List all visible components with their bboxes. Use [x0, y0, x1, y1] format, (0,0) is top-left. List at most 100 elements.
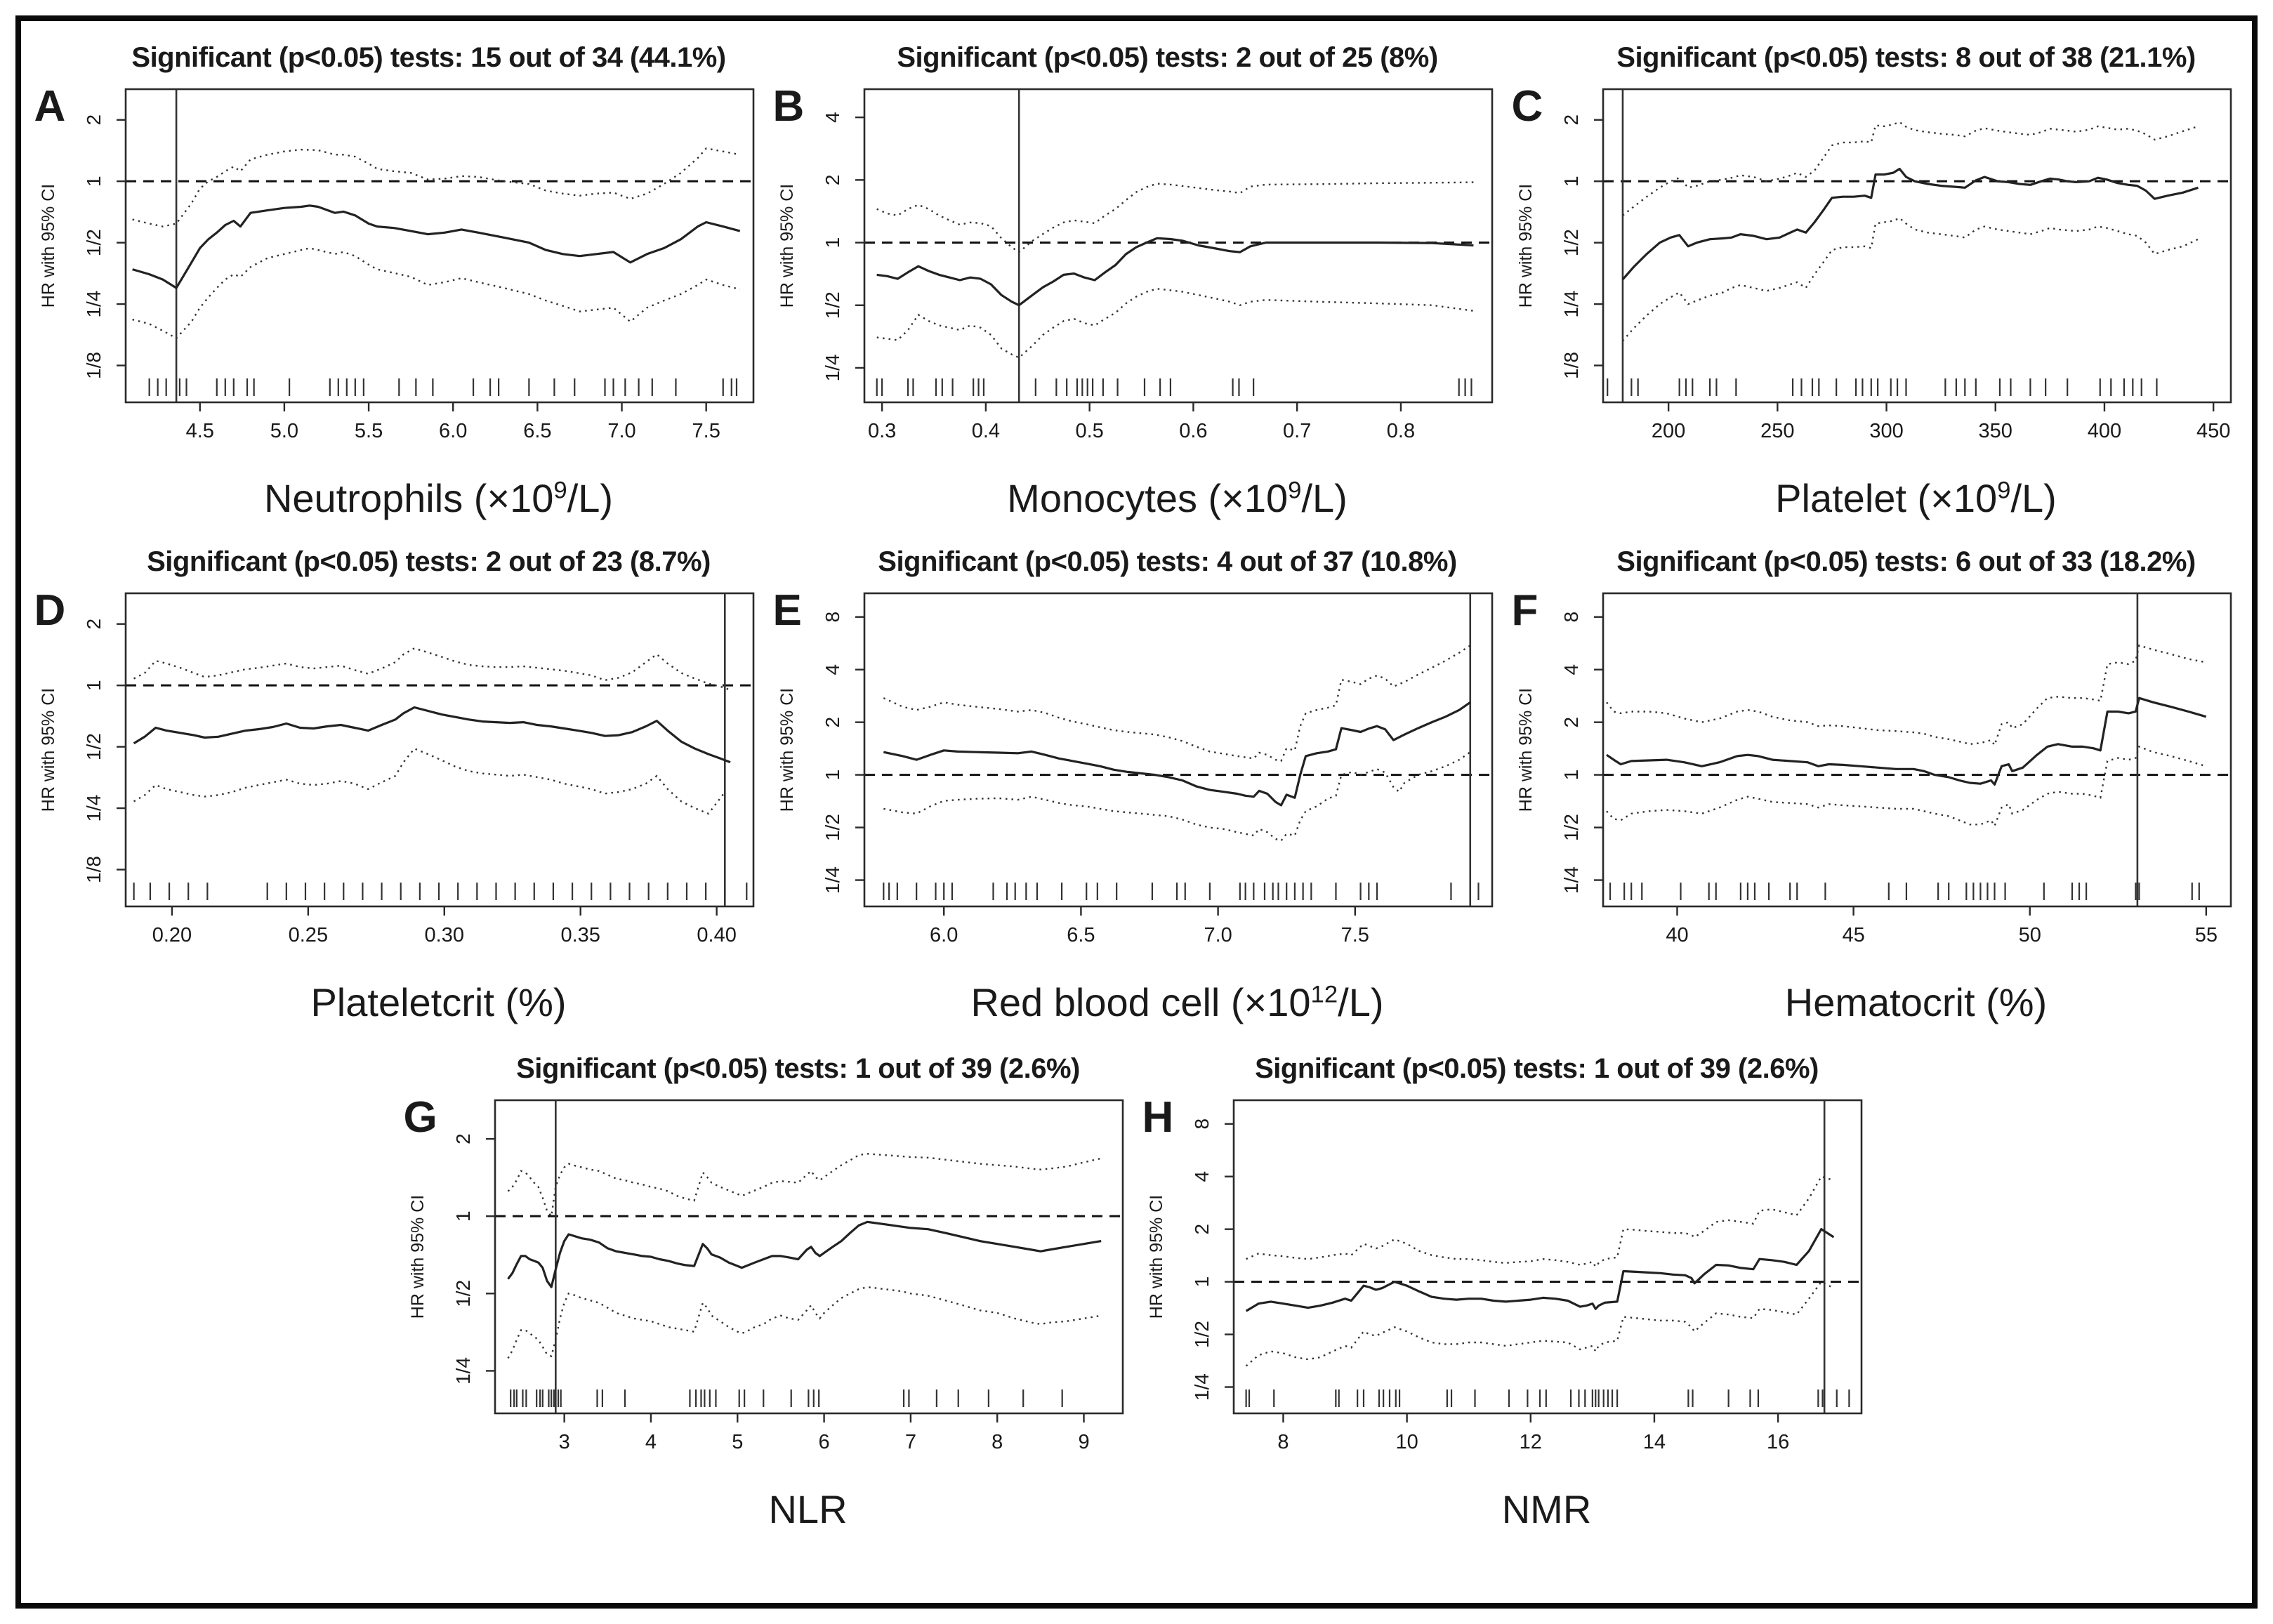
panel-f: Significant (p<0.05) tests: 6 out of 33 …	[1506, 535, 2245, 1035]
panels-container: Significant (p<0.05) tests: 15 out of 34…	[21, 21, 2252, 1603]
ci-lower-curve	[1245, 1281, 1834, 1367]
ci-lower-curve	[506, 1286, 1101, 1359]
y-tick-label: 2	[452, 1133, 474, 1144]
panel-letter: A	[34, 82, 66, 131]
ci-lower-curve	[876, 288, 1474, 359]
x-tick-label: 6.5	[523, 420, 551, 442]
panel-row-2: Significant (p<0.05) tests: 2 out of 23 …	[21, 535, 2252, 1035]
plot-box	[863, 88, 1493, 404]
y-axis-title: HR with 95% CI	[777, 688, 797, 812]
x-tick-label: 5	[732, 1431, 743, 1453]
x-tick-label: 0.3	[867, 420, 895, 442]
y-tick-label: 1/2	[452, 1280, 474, 1307]
x-tick-label: 8	[991, 1431, 1003, 1453]
x-tick-label: 6	[818, 1431, 829, 1453]
ci-lower-curve	[1621, 217, 2199, 342]
hr-ci-chart: HR with 95% CI 8 4 2 1 1/2 1/4 8 10 12 14 16	[1141, 1092, 1871, 1485]
x-tick-label: 450	[2196, 420, 2229, 442]
y-tick-label: 4	[1560, 664, 1582, 675]
x-tick-label: 14	[1642, 1431, 1665, 1453]
plot-box	[1602, 88, 2232, 404]
x-tick-label: 200	[1651, 420, 1685, 442]
plot-box	[1232, 1099, 1862, 1415]
y-tick-label: 1/8	[83, 352, 105, 379]
x-tick-label: 0.40	[697, 924, 736, 946]
x-axis-label: Platelet (×109/L)	[1775, 476, 2057, 520]
x-tick-label: 6.0	[439, 420, 467, 442]
panel-plot-svg: HR with 95% CI 2 1 1/2 1/4 3 4 5 6 7 8 9	[408, 1099, 1124, 1453]
plot-box	[494, 1099, 1124, 1415]
y-tick-label: 1/8	[83, 856, 105, 883]
y-tick-label: 1/4	[822, 866, 843, 894]
y-tick-label: 2	[1560, 114, 1582, 126]
ci-upper-curve	[1605, 644, 2206, 747]
ci-lower-curve	[133, 747, 725, 815]
panel-letter: D	[34, 586, 66, 635]
y-tick-label: 2	[822, 175, 843, 186]
y-tick-label: 1/2	[822, 291, 843, 319]
hr-curve	[883, 701, 1471, 807]
y-tick-label: 1	[822, 237, 843, 249]
hr-curve	[1245, 1228, 1834, 1312]
y-tick-label: 2	[822, 717, 843, 728]
panel-plot-svg: HR with 95% CI 2 1 1/2 1/4 1/8 0.20 0.25 0.30 0.3…	[39, 592, 754, 946]
ci-upper-curve	[507, 1153, 1101, 1219]
panel-title: Significant (p<0.05) tests: 6 out of 33 …	[1616, 546, 2196, 577]
plot-box	[1602, 592, 2232, 908]
panel-plot-svg: HR with 95% CI 8 4 2 1 1/2 1/4 8 10 12 14 16	[1147, 1099, 1862, 1453]
hr-curve	[876, 237, 1473, 307]
x-tick-label: 12	[1519, 1431, 1541, 1453]
panel-row-3: Significant (p<0.05) tests: 1 out of 39 …	[21, 1042, 2252, 1542]
ci-upper-curve	[131, 147, 740, 227]
y-tick-label: 1/2	[1191, 1321, 1213, 1348]
x-tick-label: 4.5	[185, 420, 213, 442]
hr-curve	[1605, 697, 2206, 786]
y-axis-title: HR with 95% CI	[1147, 1195, 1166, 1319]
x-tick-label: 6.0	[930, 924, 958, 946]
y-tick-label: 1	[822, 770, 843, 781]
figure-border	[15, 15, 2258, 1609]
panel-title: Significant (p<0.05) tests: 1 out of 39 …	[516, 1053, 1080, 1084]
hr-curve	[506, 1220, 1101, 1288]
y-tick-label: 1/4	[83, 795, 105, 822]
ci-upper-curve	[133, 647, 730, 691]
hr-ci-chart: HR with 95% CI 2 1 1/2 1/4 1/8 200 250 300 350 400…	[1510, 81, 2241, 474]
y-tick-label: 8	[822, 612, 843, 623]
panel-letter: H	[1142, 1093, 1174, 1142]
panel-letter: G	[403, 1093, 437, 1142]
x-tick-label: 9	[1078, 1431, 1089, 1453]
x-tick-label: 0.7	[1283, 420, 1311, 442]
panel-g: Significant (p<0.05) tests: 1 out of 39 …	[398, 1042, 1137, 1542]
y-tick-label: 2	[1191, 1224, 1213, 1235]
y-axis-title: HR with 95% CI	[39, 184, 58, 308]
y-tick-label: 1/2	[83, 733, 105, 760]
y-tick-label: 1/4	[822, 354, 843, 381]
y-tick-label: 1	[452, 1210, 474, 1222]
x-tick-label: 5.5	[354, 420, 382, 442]
panel-letter: C	[1511, 82, 1543, 131]
panel-plot-svg: HR with 95% CI 2 1 1/2 1/4 1/8 200 250 300 350 400…	[1516, 88, 2232, 442]
x-tick-label: 0.30	[424, 924, 463, 946]
y-tick-label: 1	[1191, 1276, 1213, 1288]
x-tick-label: 0.5	[1075, 420, 1103, 442]
y-tick-label: 4	[822, 664, 843, 675]
hr-ci-chart: HR with 95% CI 2 1 1/2 1/4 1/8 4.5 5.0 5.5 6.0 6.5…	[33, 81, 763, 474]
y-tick-label: 1	[1560, 770, 1582, 781]
panel-title: Significant (p<0.05) tests: 8 out of 38 …	[1616, 42, 2196, 73]
ci-upper-curve	[1245, 1175, 1834, 1269]
hr-ci-chart: HR with 95% CI 2 1 1/2 1/4 3 4 5 6 7 8 9	[402, 1092, 1133, 1485]
exponent: 12	[1310, 981, 1338, 1008]
x-tick-label: 4	[645, 1431, 656, 1453]
x-tick-label: 16	[1766, 1431, 1788, 1453]
x-tick-label: 45	[1842, 924, 1864, 946]
x-tick-label: 3	[558, 1431, 569, 1453]
panel-b: Significant (p<0.05) tests: 2 out of 25 …	[767, 31, 1506, 531]
x-axis-label: NLR	[768, 1487, 848, 1531]
panel-title: Significant (p<0.05) tests: 2 out of 25 …	[897, 42, 1438, 73]
exponent: 9	[1288, 477, 1302, 504]
hr-ci-chart: HR with 95% CI 8 4 2 1 1/2 1/4 40 45 50 55	[1510, 585, 2241, 978]
y-tick-label: 1/4	[83, 291, 105, 318]
x-tick-label: 40	[1666, 924, 1688, 946]
x-axis-label: Neutrophils (×109/L)	[263, 476, 614, 520]
plot-box	[124, 592, 754, 908]
